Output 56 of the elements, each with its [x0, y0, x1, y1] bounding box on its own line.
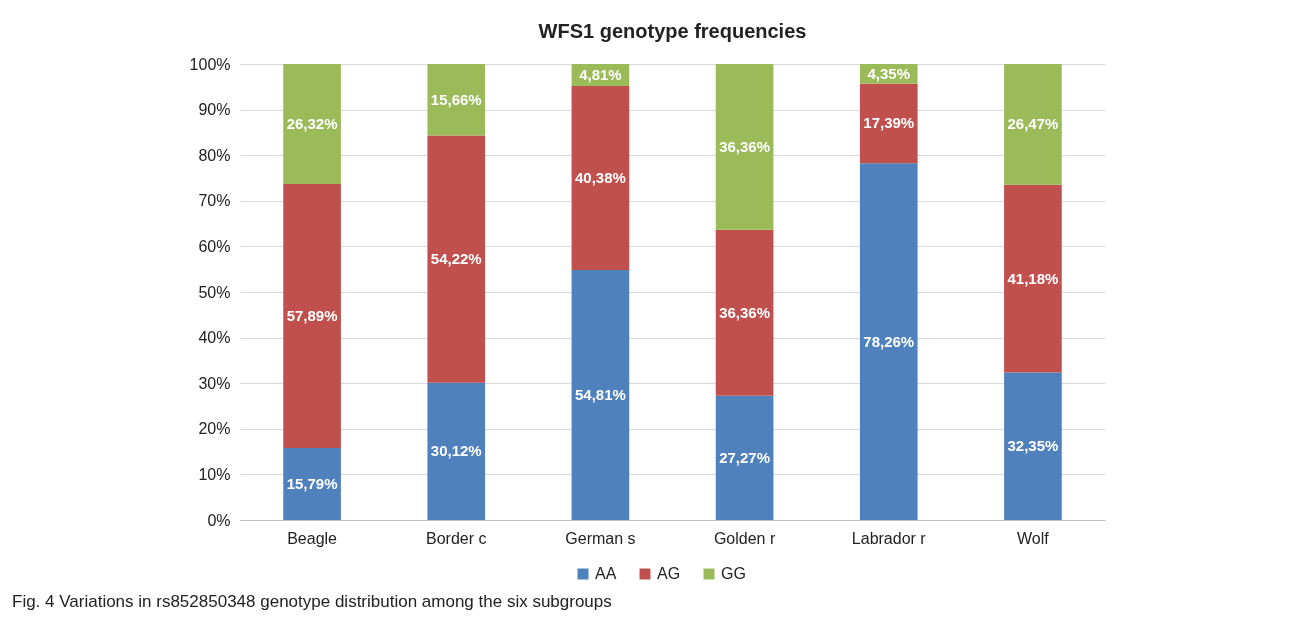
data-label: 57,89% — [286, 307, 338, 325]
bar — [859, 163, 918, 520]
bar — [715, 395, 774, 520]
y-tick-label: 40% — [198, 329, 231, 347]
x-tick-label: German s — [565, 529, 636, 547]
data-label: 36,36% — [719, 137, 771, 155]
legend-label: AG — [657, 565, 681, 582]
legend-label: GG — [721, 565, 746, 582]
data-label: 40,38% — [574, 169, 626, 186]
y-tick-label: 90% — [198, 101, 231, 119]
bar — [427, 135, 486, 383]
caption: Fig. 4 Variations in rs852850348 genotype distribution among the six subgroups — [12, 592, 612, 612]
data-label: 17,39% — [863, 114, 915, 132]
y-tick-label: 60% — [198, 237, 231, 255]
x-tick-label: Labrador r — [851, 529, 927, 547]
y-tick-label: 0% — [207, 511, 231, 529]
legend-label: AA — [595, 565, 617, 582]
y-tick-label: 70% — [198, 192, 231, 210]
data-label: 54,22% — [430, 250, 482, 268]
data-label: 26,47% — [1007, 115, 1059, 133]
data-label: 54,81% — [574, 386, 626, 404]
bar — [283, 184, 341, 448]
data-label: 41,18% — [1007, 269, 1059, 287]
bar — [571, 270, 630, 520]
bar — [1004, 64, 1062, 185]
data-label: 78,26% — [863, 332, 915, 350]
data-label: 27,27% — [719, 448, 771, 466]
x-tick-label: Golden r — [713, 529, 776, 547]
bar — [427, 382, 486, 520]
data-label: 26,32% — [286, 115, 338, 133]
data-label: 36,36% — [719, 303, 771, 321]
data-label: 30,12% — [430, 442, 482, 460]
bar — [715, 229, 774, 396]
bar — [715, 64, 774, 230]
bar — [1004, 372, 1062, 520]
data-label: 32,35% — [1007, 437, 1059, 455]
data-label: 15,79% — [286, 475, 338, 492]
chart-title: WFS1 genotype frequencies — [538, 20, 807, 42]
bar — [283, 64, 341, 185]
bar — [283, 448, 341, 520]
x-tick-label: Border c — [426, 529, 487, 547]
y-tick-label: 30% — [198, 374, 231, 392]
y-tick-label: 20% — [198, 420, 231, 438]
data-label: 4,81% — [579, 65, 622, 83]
y-tick-label: 100% — [189, 55, 231, 73]
y-tick-label: 10% — [198, 465, 231, 483]
data-label: 4,35% — [867, 64, 911, 82]
data-label: 15,66% — [430, 90, 482, 108]
x-tick-label: Wolf — [1017, 529, 1050, 547]
x-tick-label: Beagle — [287, 529, 338, 547]
y-tick-label: 80% — [198, 146, 231, 164]
bar — [427, 64, 486, 136]
bar — [1004, 184, 1062, 373]
bar — [571, 85, 630, 271]
y-tick-label: 50% — [198, 283, 231, 301]
bar — [859, 83, 918, 164]
